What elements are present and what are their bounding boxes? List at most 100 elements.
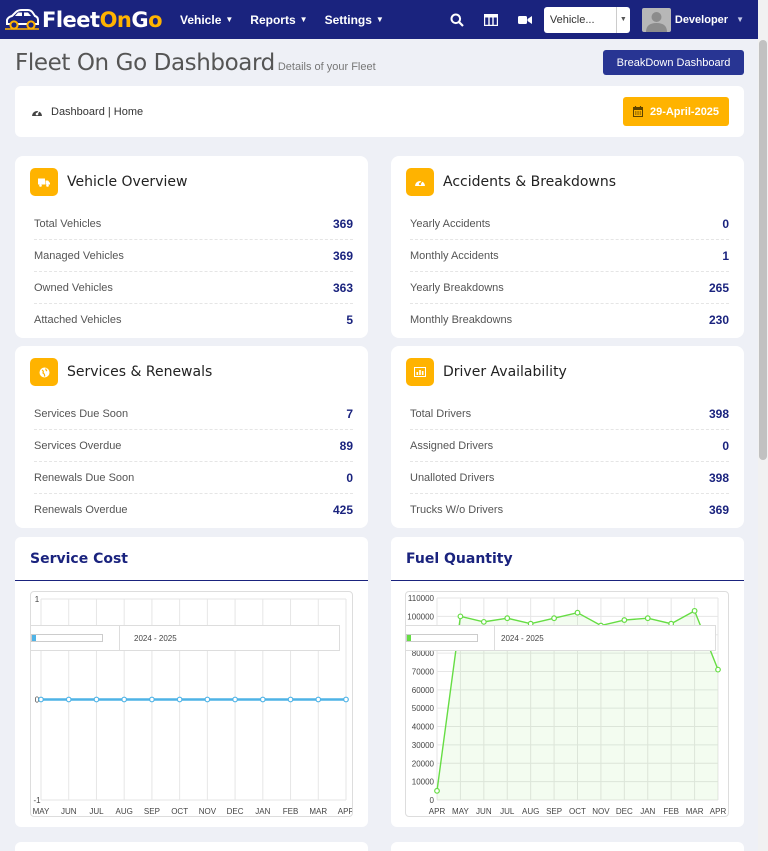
logo[interactable]: FleetOnGo bbox=[4, 7, 164, 33]
stat-value: 398 bbox=[708, 406, 729, 421]
stat-value: 89 bbox=[339, 438, 353, 453]
x-tick-label: APR bbox=[338, 807, 353, 816]
logo-o: o bbox=[148, 7, 163, 32]
x-tick-label: MAY bbox=[452, 807, 469, 816]
x-tick-label: DEC bbox=[227, 807, 244, 816]
car-logo-icon bbox=[5, 8, 39, 30]
y-tick-label: 1 bbox=[35, 595, 40, 604]
service-cost-chart[interactable]: 1 0 -1 MAY JUN JUL AUG SEP OCT NOV DEC JAN FEB MAR APR… bbox=[30, 591, 353, 817]
stat-row-monthly-breakdowns[interactable]: Monthly Breakdowns 230 bbox=[410, 304, 729, 336]
stat-label: Managed Vehicles bbox=[34, 249, 124, 262]
stat-label: Yearly Breakdowns bbox=[410, 281, 504, 294]
logo-on: On bbox=[99, 7, 132, 32]
card-header: Driver Availability bbox=[391, 346, 744, 398]
date-badge: 29-April-2025 bbox=[623, 97, 729, 126]
speedometer-icon bbox=[406, 168, 434, 196]
data-point bbox=[259, 696, 266, 703]
legend-swatch bbox=[406, 634, 478, 642]
x-tick-label: FEB bbox=[663, 807, 679, 816]
main-menu: Vehicle ▼ Reports ▼ Settings ▼ bbox=[180, 13, 401, 27]
user-menu[interactable]: Developer ▼ bbox=[641, 7, 744, 32]
stat-value: 0 bbox=[346, 470, 353, 485]
stat-row-attached-vehicles[interactable]: Attached Vehicles 5 bbox=[34, 304, 353, 336]
stat-list: Total Vehicles 369 Managed Vehicles 369 Ow… bbox=[15, 208, 368, 336]
vehicle-select[interactable]: Vehicle... ▼ bbox=[543, 6, 630, 33]
stat-row-monthly-accidents[interactable]: Monthly Accidents 1 bbox=[410, 240, 729, 272]
user-silhouette-icon bbox=[645, 11, 667, 32]
stat-row-renewals-overdue[interactable]: Renewals Overdue 425 bbox=[34, 494, 353, 526]
x-tick-label: MAR bbox=[309, 807, 327, 816]
stat-row-renewals-due-soon[interactable]: Renewals Due Soon 0 bbox=[34, 462, 353, 494]
user-name: Developer bbox=[674, 13, 729, 26]
x-tick-label: JUN bbox=[476, 807, 492, 816]
chart-header: Service Cost bbox=[15, 537, 368, 581]
logo-fleet: Fleet bbox=[42, 7, 100, 32]
scrollbar-thumb[interactable] bbox=[759, 40, 767, 460]
stat-label: Yearly Accidents bbox=[410, 217, 491, 230]
stat-row-managed-vehicles[interactable]: Managed Vehicles 369 bbox=[34, 240, 353, 272]
stat-row-yearly-accidents[interactable]: Yearly Accidents 0 bbox=[410, 208, 729, 240]
x-tick-label: JUL bbox=[89, 807, 104, 816]
card-header: Vehicle Overview bbox=[15, 156, 368, 208]
x-tick-label: AUG bbox=[116, 807, 133, 816]
current-date: 29-April-2025 bbox=[649, 105, 720, 118]
bar-chart-icon bbox=[406, 358, 434, 386]
stat-value: 363 bbox=[332, 280, 353, 295]
menu-vehicle[interactable]: Vehicle ▼ bbox=[180, 13, 233, 27]
data-point bbox=[551, 615, 557, 622]
data-point bbox=[434, 787, 440, 794]
fuel-quantity-chart[interactable]: 1100001000009000080000700006000050000400… bbox=[405, 591, 729, 817]
y-tick-label: 10000 bbox=[412, 778, 435, 787]
data-point bbox=[457, 613, 464, 620]
stat-row-owned-vehicles[interactable]: Owned Vehicles 363 bbox=[34, 272, 353, 304]
menu-reports[interactable]: Reports ▼ bbox=[250, 13, 307, 27]
stat-value: 1 bbox=[722, 248, 729, 263]
y-tick-label: 100000 bbox=[407, 612, 434, 621]
stat-row-total-vehicles[interactable]: Total Vehicles 369 bbox=[34, 208, 353, 240]
legend-swatch bbox=[31, 634, 103, 642]
calendar-icon bbox=[632, 106, 643, 117]
chevron-down-icon: ▼ bbox=[375, 15, 384, 24]
series-area bbox=[437, 610, 718, 800]
accidents-breakdowns-card: Accidents & Breakdowns Yearly Accidents 0… bbox=[391, 156, 744, 338]
data-point bbox=[644, 615, 651, 622]
y-tick-label: 0 bbox=[430, 796, 435, 805]
stat-row-total-drivers[interactable]: Total Drivers 398 bbox=[410, 398, 729, 430]
y-tick-label: 70000 bbox=[412, 667, 435, 676]
page-scrollbar[interactable] bbox=[758, 0, 768, 851]
stat-row-services-overdue[interactable]: Services Overdue 89 bbox=[34, 430, 353, 462]
stat-row-assigned-drivers[interactable]: Assigned Drivers 0 bbox=[410, 430, 729, 462]
globe-icon bbox=[30, 358, 58, 386]
menu-settings-label: Settings bbox=[324, 12, 372, 27]
stat-row-unalloted-drivers[interactable]: Unalloted Drivers 398 bbox=[410, 462, 729, 494]
search-icon bbox=[450, 13, 464, 27]
video-button[interactable] bbox=[508, 0, 542, 39]
x-tick-label: JUL bbox=[500, 807, 515, 816]
y-tick-label: 50000 bbox=[412, 704, 435, 713]
chart-legend[interactable]: 2024 - 2025 bbox=[406, 625, 716, 651]
select-arrow-icon: ▼ bbox=[615, 6, 630, 33]
stat-list: Services Due Soon 7 Services Overdue 89 Re… bbox=[15, 398, 368, 526]
x-tick-label: AUG bbox=[522, 807, 539, 816]
stat-row-yearly-breakdowns[interactable]: Yearly Breakdowns 265 bbox=[410, 272, 729, 304]
columns-button[interactable] bbox=[474, 0, 508, 39]
stat-value: 0 bbox=[722, 438, 729, 453]
stat-label: Total Vehicles bbox=[34, 217, 102, 230]
y-tick-label: 30000 bbox=[412, 741, 435, 750]
card-title: Accidents & Breakdowns bbox=[443, 174, 617, 190]
chart-legend[interactable]: 2024 - 2025 bbox=[31, 625, 340, 651]
page-title: Fleet On Go Dashboard Details of your Fle… bbox=[15, 50, 376, 76]
breakdown-dashboard-button[interactable]: BreakDown Dashboard bbox=[603, 50, 744, 75]
stat-row-trucks-without-drivers[interactable]: Trucks W/o Drivers 369 bbox=[410, 494, 729, 526]
y-tick-label: 0 bbox=[35, 696, 40, 705]
card-title: Vehicle Overview bbox=[67, 174, 188, 190]
data-point bbox=[232, 696, 238, 703]
breadcrumb-text[interactable]: Dashboard | Home bbox=[51, 105, 144, 118]
search-button[interactable] bbox=[440, 0, 474, 39]
logo-text: FleetOnGo bbox=[42, 7, 163, 32]
menu-settings[interactable]: Settings ▼ bbox=[325, 13, 384, 27]
stat-row-services-due-soon[interactable]: Services Due Soon 7 bbox=[34, 398, 353, 430]
data-point bbox=[691, 607, 698, 614]
x-tick-label: JAN bbox=[255, 807, 270, 816]
x-tick-label: MAY bbox=[33, 807, 50, 816]
